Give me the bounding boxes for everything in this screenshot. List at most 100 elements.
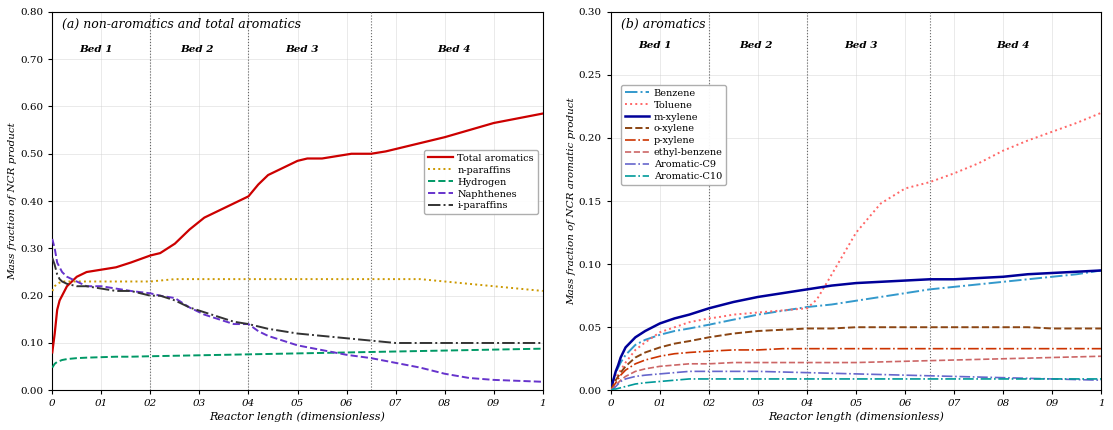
Line: ethyl-benzene: ethyl-benzene xyxy=(611,356,1102,390)
Naphthenes xyxy=(290,343,304,348)
m-xylene xyxy=(849,280,863,286)
Hydrogen xyxy=(217,352,230,357)
ethyl-benzene xyxy=(668,362,681,368)
Benzene xyxy=(800,304,814,310)
Hydrogen xyxy=(536,346,550,351)
o-xylene xyxy=(611,374,624,379)
Total aromatics xyxy=(315,156,328,161)
Total aromatics xyxy=(276,166,289,171)
Toluene xyxy=(771,308,785,313)
Line: Total aromatics: Total aromatics xyxy=(52,114,543,353)
o-xylene xyxy=(1021,325,1034,330)
Legend: Benzene, Toluene, m-xylene, o-xylene, p-xylene, ethyl-benzene, Aromatic-C9, Arom: Benzene, Toluene, m-xylene, o-xylene, p-… xyxy=(621,85,727,185)
i-paraffins xyxy=(70,284,83,289)
Total aromatics xyxy=(227,201,240,206)
Total aromatics xyxy=(124,260,137,265)
Hydrogen xyxy=(60,356,73,362)
i-paraffins xyxy=(290,331,304,336)
Toluene xyxy=(611,372,624,377)
o-xylene xyxy=(898,325,912,330)
o-xylene xyxy=(614,370,628,375)
Hydrogen xyxy=(124,354,137,359)
Benzene xyxy=(898,291,912,296)
o-xylene xyxy=(727,331,740,336)
Total aromatics xyxy=(95,267,108,272)
Toluene xyxy=(727,312,740,317)
Naphthenes xyxy=(262,333,275,338)
Toluene xyxy=(629,347,642,353)
Naphthenes xyxy=(48,246,61,251)
i-paraffins xyxy=(213,314,226,319)
ethyl-benzene xyxy=(629,369,642,374)
i-paraffins xyxy=(463,341,476,346)
Aromatic-C10 xyxy=(947,376,961,381)
Toluene xyxy=(682,319,696,325)
Aromatic-C9 xyxy=(1045,376,1058,381)
Aromatic-C10 xyxy=(682,376,696,381)
i-paraffins xyxy=(242,322,255,327)
Benzene xyxy=(776,308,789,313)
o-xylene xyxy=(607,383,620,388)
Total aromatics xyxy=(154,251,167,256)
Naphthenes xyxy=(183,305,196,310)
n-paraffins xyxy=(168,276,181,282)
o-xylene xyxy=(751,329,765,334)
Total aromatics xyxy=(213,208,226,213)
Hydrogen xyxy=(168,353,181,358)
Hydrogen xyxy=(339,350,353,355)
Hydrogen xyxy=(290,351,304,356)
Benzene xyxy=(947,284,961,289)
i-paraffins xyxy=(198,310,211,315)
Aromatic-C10 xyxy=(668,378,681,383)
Hydrogen xyxy=(388,349,402,354)
Hydrogen xyxy=(48,361,61,366)
Aromatic-C10 xyxy=(996,376,1009,381)
Total aromatics xyxy=(56,293,69,298)
ethyl-benzene xyxy=(609,383,622,388)
p-xylene xyxy=(604,388,618,393)
p-xylene xyxy=(751,347,765,353)
Toluene xyxy=(849,230,863,235)
Benzene xyxy=(604,388,618,393)
Toluene xyxy=(619,360,632,365)
Aromatic-C9 xyxy=(1095,378,1109,383)
X-axis label: Reactor length (dimensionless): Reactor length (dimensionless) xyxy=(209,411,385,422)
Toluene xyxy=(712,315,726,320)
p-xylene xyxy=(849,346,863,351)
m-xylene xyxy=(751,295,765,300)
Naphthenes xyxy=(276,338,289,343)
Toluene xyxy=(820,280,834,286)
Benzene xyxy=(996,279,1009,284)
n-paraffins xyxy=(439,279,452,284)
Total aromatics xyxy=(301,156,314,161)
n-paraffins xyxy=(60,279,73,284)
Toluene xyxy=(668,325,681,330)
n-paraffins xyxy=(80,279,93,284)
o-xylene xyxy=(653,345,667,350)
p-xylene xyxy=(614,372,628,378)
Line: Naphthenes: Naphthenes xyxy=(52,239,543,382)
Total aromatics xyxy=(262,172,275,178)
m-xylene xyxy=(1071,269,1084,274)
Toluene xyxy=(786,307,799,312)
p-xylene xyxy=(629,361,642,366)
m-xylene xyxy=(611,362,624,368)
o-xylene xyxy=(682,338,696,344)
Benzene xyxy=(639,337,652,342)
Aromatic-C10 xyxy=(609,387,622,392)
Toluene xyxy=(1095,110,1109,115)
i-paraffins xyxy=(124,289,137,294)
Aromatic-C9 xyxy=(668,370,681,375)
i-paraffins xyxy=(46,255,59,261)
m-xylene xyxy=(874,279,887,284)
Benzene xyxy=(825,302,838,307)
m-xylene xyxy=(682,312,696,317)
i-paraffins xyxy=(95,286,108,291)
Total aromatics xyxy=(53,298,67,303)
Total aromatics xyxy=(463,128,476,133)
n-paraffins xyxy=(536,289,550,294)
o-xylene xyxy=(874,325,887,330)
m-xylene xyxy=(923,276,936,282)
Hydrogen xyxy=(56,357,69,362)
Line: p-xylene: p-xylene xyxy=(611,349,1102,390)
